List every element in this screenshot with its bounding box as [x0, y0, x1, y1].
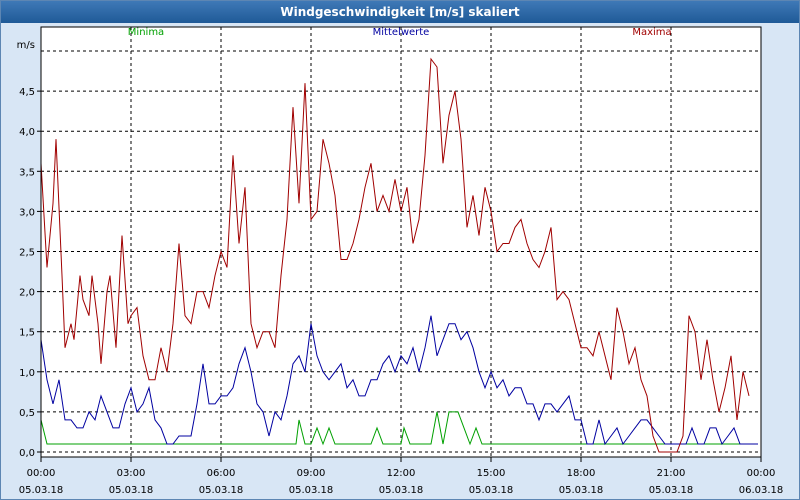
legend-entry-maxima: Maxima — [632, 27, 671, 38]
y-tick-label: 0,5 — [19, 408, 35, 419]
series-line-minima — [40, 411, 758, 446]
plot-border — [40, 26, 762, 458]
x-tick-date-label: 05.03.18 — [559, 485, 604, 496]
y-tick-label: 3,0 — [19, 207, 35, 218]
x-tick-date-label: 05.03.18 — [649, 485, 694, 496]
x-tick-time-label: 12:00 — [387, 468, 416, 479]
legend-entry-mittelwerte: Mittelwerte — [373, 27, 430, 38]
x-tick-date-label: 05.03.18 — [199, 485, 244, 496]
chart-title: Windgeschwindigkeit [m/s] skaliert — [280, 5, 520, 19]
x-tick-date-label: 05.03.18 — [289, 485, 334, 496]
x-tick-date-label: 05.03.18 — [109, 485, 154, 496]
x-tick-time-label: 06:00 — [207, 468, 236, 479]
x-tick-date-label: 05.03.18 — [379, 485, 424, 496]
chart-title-bar: Windgeschwindigkeit [m/s] skaliert — [1, 1, 799, 23]
y-tick-label: 2,5 — [19, 248, 35, 259]
y-tick-label: 0,0 — [19, 448, 35, 459]
y-axis-unit-label: m/s — [17, 40, 35, 51]
y-tick-label: 1,5 — [19, 328, 35, 339]
legend-entry-minima: Minima — [128, 27, 164, 38]
x-axis: 00:00 05.03.18 03:00 05.03.18 06:00 05.03.18 0… — [19, 457, 784, 496]
y-tick-label: 2,0 — [19, 288, 35, 299]
x-tick-date-label: 05.03.18 — [19, 485, 64, 496]
x-tick-date-label: 05.03.18 — [469, 485, 514, 496]
series-layer — [40, 57, 758, 453]
y-axis: 0,0 0,5 1,0 1,5 2,0 2,5 3,0 3,5 4,0 4,5 m/s — [17, 40, 41, 459]
y-tick-label: 1,0 — [19, 368, 35, 379]
x-tick-time-label: 15:00 — [477, 468, 506, 479]
x-tick-date-label: 06.03.18 — [739, 485, 784, 496]
wind-speed-chart: 0,00,51,01,52,02,53,03,54,04,5m/s 00:000… — [1, 24, 799, 499]
series-line-mittelwerte — [40, 315, 758, 446]
legend: Minima Mittelwerte Maxima — [128, 27, 672, 38]
x-tick-time-label: 09:00 — [297, 468, 326, 479]
y-tick-label: 4,5 — [19, 87, 35, 98]
x-tick-time-label: 21:00 — [657, 468, 686, 479]
series-line-maxima — [40, 57, 750, 453]
x-tick-time-label: 03:00 — [117, 468, 146, 479]
x-tick-time-label: 00:00 — [27, 468, 56, 479]
plot-area — [41, 27, 761, 457]
y-tick-label: 3,5 — [19, 167, 35, 178]
x-tick-time-label: 18:00 — [567, 468, 596, 479]
x-tick-time-label: 00:00 — [747, 468, 776, 479]
y-tick-label: 4,0 — [19, 127, 35, 138]
